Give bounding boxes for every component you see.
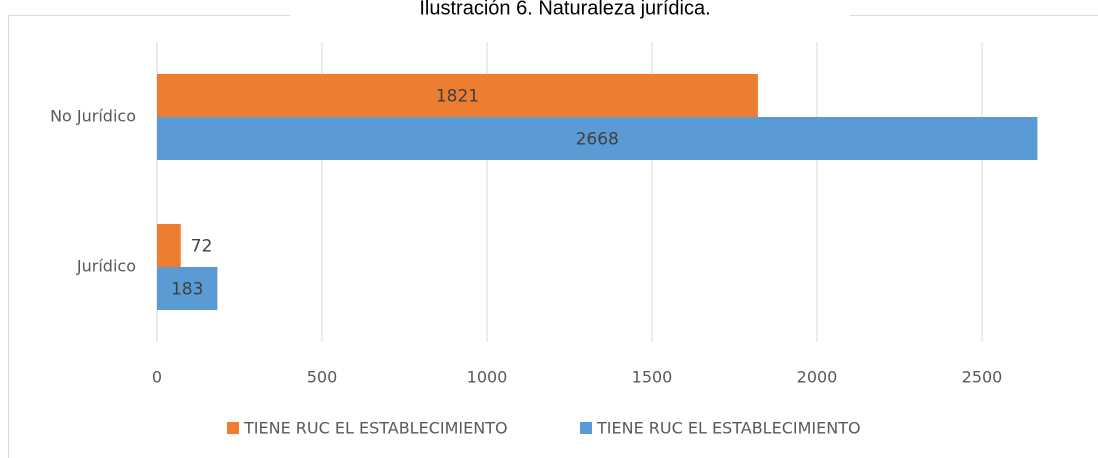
x-tick-label: 2000 [797, 368, 838, 387]
data-label: 1821 [436, 87, 479, 107]
bar [157, 224, 181, 267]
data-label: 183 [171, 280, 203, 300]
bar [157, 267, 218, 310]
x-tick-label: 500 [307, 368, 338, 387]
bar [157, 74, 758, 117]
data-label: 72 [191, 237, 213, 257]
legend-label: TIENE RUC EL ESTABLECIMIENTO [243, 419, 508, 438]
x-tick-label: 1000 [467, 368, 508, 387]
y-tick-label: Jurídico [76, 257, 136, 276]
legend-swatch [227, 422, 239, 434]
x-tick-label: 2500 [962, 368, 1003, 387]
legend-swatch [580, 422, 592, 434]
bar [157, 117, 1038, 160]
x-tick-label: 1500 [632, 368, 673, 387]
title-backdrop [290, 0, 850, 22]
chart-title: Ilustración 6. Naturaleza jurídica. [419, 0, 710, 19]
legend-label: TIENE RUC EL ESTABLECIMIENTO [596, 419, 861, 438]
y-tick-label: No Jurídico [50, 107, 136, 126]
data-label: 2668 [576, 130, 619, 150]
x-tick-label: 0 [152, 368, 162, 387]
